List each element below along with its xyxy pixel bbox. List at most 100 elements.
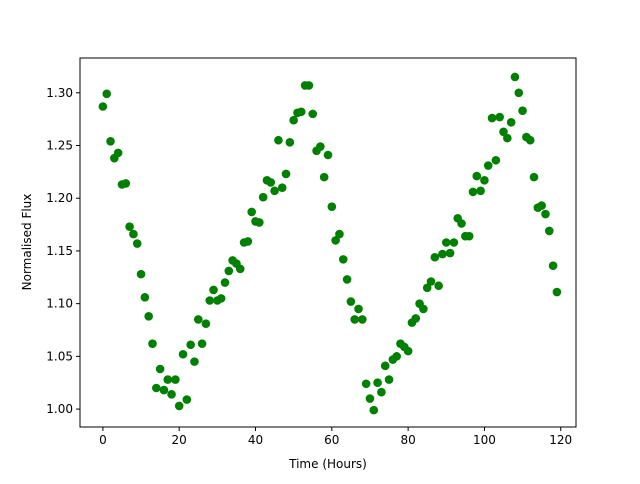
data-point bbox=[392, 352, 401, 361]
data-point bbox=[346, 297, 356, 306]
data-point bbox=[182, 395, 192, 404]
data-point bbox=[384, 375, 394, 384]
data-point bbox=[323, 150, 333, 160]
y-axis-label: Normalised Flux bbox=[20, 194, 34, 291]
x-tick-label: 80 bbox=[400, 433, 415, 447]
x-axis-label: Time (Hours) bbox=[288, 457, 367, 471]
data-point bbox=[152, 383, 161, 393]
data-point bbox=[296, 107, 306, 117]
y-tick-label: 1.05 bbox=[46, 349, 73, 363]
data-point bbox=[430, 252, 440, 262]
data-point bbox=[369, 405, 379, 415]
data-point bbox=[537, 201, 546, 210]
data-point bbox=[304, 81, 314, 90]
data-point bbox=[186, 340, 195, 350]
y-tick-label: 1.15 bbox=[46, 244, 73, 258]
data-point bbox=[148, 339, 157, 349]
data-point bbox=[468, 187, 478, 197]
data-point bbox=[365, 394, 375, 403]
data-point bbox=[235, 264, 245, 274]
data-point bbox=[277, 183, 287, 192]
data-point bbox=[403, 346, 413, 356]
data-point bbox=[499, 127, 508, 137]
data-point bbox=[483, 161, 493, 170]
data-point bbox=[285, 138, 295, 147]
data-point bbox=[144, 312, 153, 321]
data-point bbox=[426, 277, 436, 286]
data-point bbox=[503, 133, 512, 143]
data-point bbox=[411, 314, 421, 323]
y-tick-label: 1.30 bbox=[46, 86, 73, 100]
data-point bbox=[125, 222, 134, 231]
data-point bbox=[274, 135, 283, 145]
data-point bbox=[132, 239, 142, 248]
data-point bbox=[342, 275, 352, 284]
data-point bbox=[373, 378, 382, 388]
data-point bbox=[514, 88, 524, 98]
data-point bbox=[361, 379, 371, 389]
data-point bbox=[129, 229, 138, 239]
data-point bbox=[193, 315, 203, 324]
data-point bbox=[136, 269, 146, 279]
data-point bbox=[529, 172, 539, 182]
data-point bbox=[316, 142, 325, 151]
data-point bbox=[216, 294, 226, 303]
data-point bbox=[255, 218, 264, 227]
data-point bbox=[548, 261, 558, 270]
data-point bbox=[354, 304, 363, 314]
y-tick-label: 1.00 bbox=[46, 402, 73, 416]
data-point bbox=[422, 283, 432, 293]
data-point bbox=[438, 249, 447, 259]
data-point bbox=[167, 390, 176, 399]
data-point bbox=[319, 172, 329, 182]
data-point bbox=[190, 357, 199, 366]
data-point bbox=[270, 186, 279, 196]
data-point bbox=[552, 287, 562, 297]
y-tick-label: 1.10 bbox=[46, 297, 73, 311]
data-point bbox=[327, 202, 337, 211]
data-point bbox=[98, 102, 108, 111]
data-point bbox=[487, 113, 497, 123]
data-point bbox=[174, 401, 184, 411]
data-point bbox=[544, 226, 554, 236]
plot-frame bbox=[79, 57, 577, 428]
data-point bbox=[510, 72, 520, 82]
data-point bbox=[102, 89, 112, 99]
data-point bbox=[113, 148, 123, 158]
data-point bbox=[358, 315, 367, 324]
data-point bbox=[518, 106, 527, 116]
data-point bbox=[289, 115, 298, 125]
data-point bbox=[480, 176, 489, 185]
data-point bbox=[247, 207, 256, 217]
y-tick-label: 1.25 bbox=[46, 139, 73, 153]
data-point bbox=[495, 112, 504, 122]
data-point bbox=[525, 135, 535, 145]
data-point bbox=[140, 293, 150, 302]
data-point bbox=[472, 171, 482, 181]
data-point bbox=[209, 285, 218, 295]
data-point bbox=[163, 375, 173, 384]
data-points bbox=[98, 72, 562, 415]
data-point bbox=[441, 238, 451, 247]
data-point bbox=[541, 209, 550, 219]
data-point bbox=[243, 237, 253, 246]
y-tick-label: 1.20 bbox=[46, 191, 73, 205]
data-point bbox=[350, 315, 360, 324]
data-point bbox=[197, 339, 207, 349]
data-point bbox=[331, 236, 340, 245]
data-point bbox=[159, 385, 169, 395]
data-point bbox=[338, 255, 348, 264]
data-point bbox=[419, 304, 428, 314]
data-point bbox=[377, 387, 386, 397]
data-point bbox=[266, 178, 276, 187]
data-point bbox=[121, 179, 131, 188]
x-tick-label: 60 bbox=[324, 433, 339, 447]
data-point bbox=[506, 118, 516, 127]
data-point bbox=[258, 192, 268, 202]
data-point bbox=[155, 364, 165, 374]
data-point bbox=[445, 248, 455, 258]
data-point bbox=[281, 169, 291, 179]
